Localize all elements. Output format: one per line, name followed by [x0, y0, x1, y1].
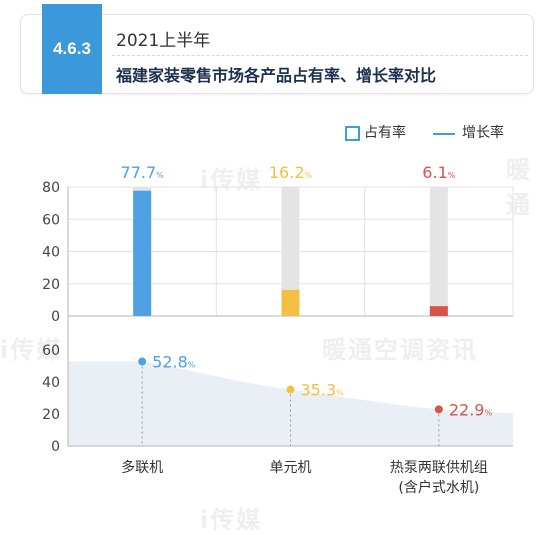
category-label: 热泵两联供机组: [390, 460, 488, 476]
growth-ytick: 40: [42, 375, 60, 391]
growth-ytick: 20: [42, 407, 60, 423]
share-ytick: 60: [42, 212, 60, 228]
growth-value-label: 52.8%: [152, 353, 196, 372]
category-label: 多联机: [121, 459, 163, 476]
legend-growth-swatch: [433, 133, 455, 135]
share-ytick: 80: [42, 180, 60, 196]
share-bar: [133, 190, 152, 316]
category-label: (含户式水机): [398, 479, 479, 496]
header-period: 2021上半年: [116, 31, 211, 51]
growth-value-label: 22.9%: [449, 400, 493, 419]
watermark-5: i传媒: [200, 506, 263, 534]
share-value-label: 6.1%: [422, 163, 455, 182]
watermark-1: i传媒: [200, 166, 263, 194]
share-bar: [429, 306, 448, 316]
growth-point: [434, 405, 443, 414]
growth-value-label: 35.3%: [301, 381, 345, 400]
growth-point: [138, 357, 147, 366]
growth-point: [286, 385, 295, 394]
legend-share-label: 占有率: [364, 125, 406, 141]
header-card: [20, 14, 534, 94]
section-badge: 4.6.3: [42, 4, 102, 94]
growth-ytick: 60: [42, 343, 60, 359]
legend-share-swatch: [345, 126, 360, 141]
watermark-2: 暖通空调资讯: [322, 336, 478, 364]
growth-area: [68, 361, 513, 446]
watermark-4: i传媒: [0, 336, 63, 364]
chart-title: 福建家装零售市场各产品占有率、增长率对比: [116, 66, 437, 85]
growth-ytick: 0: [51, 439, 60, 455]
share-ytick: 20: [42, 277, 60, 293]
watermark-3: 暖通: [506, 156, 532, 219]
share-value-label: 77.7%: [121, 163, 165, 182]
share-bar-track: [429, 187, 448, 316]
share-ytick: 40: [42, 245, 60, 261]
share-bar-track: [281, 187, 300, 316]
category-label: 单元机: [270, 460, 312, 476]
header-divider: [112, 55, 528, 56]
share-bar: [281, 289, 300, 316]
share-ytick: 0: [51, 309, 60, 325]
legend-growth-label: 增长率: [462, 125, 504, 141]
share-value-label: 16.2%: [269, 163, 313, 182]
